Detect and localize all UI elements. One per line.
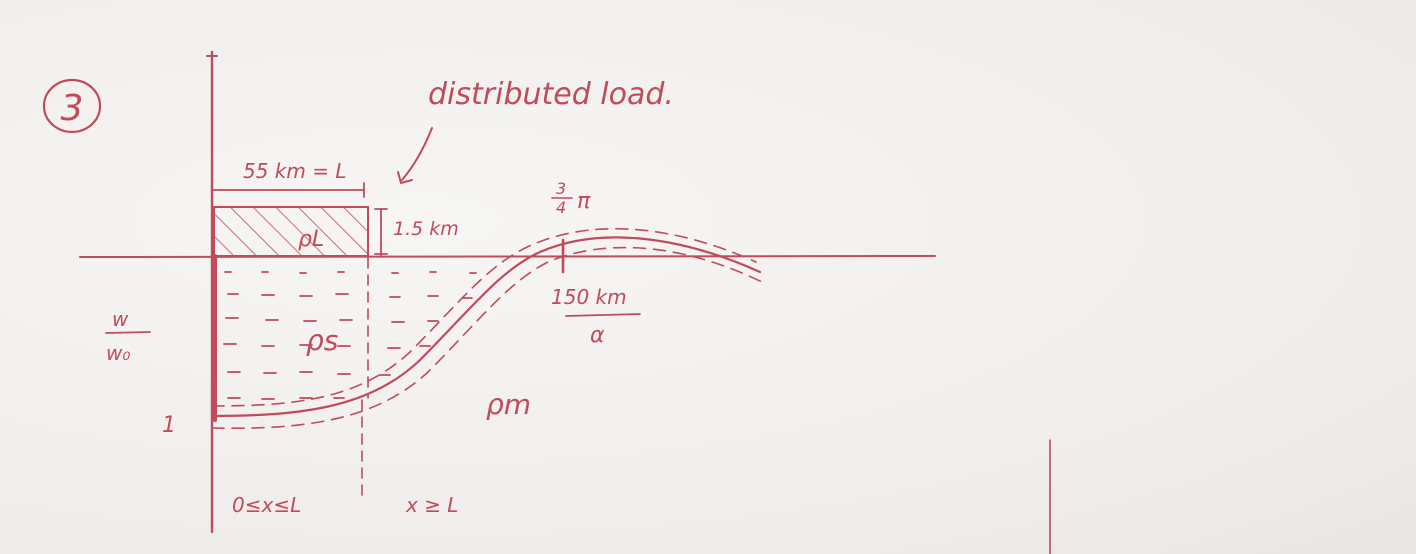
annotation-arrow bbox=[401, 127, 433, 181]
load-density-label: ρL bbox=[298, 227, 324, 252]
problem-number: 3 bbox=[61, 88, 84, 129]
annotation-arrowhead bbox=[397, 171, 413, 184]
y-tick-one: 1 bbox=[162, 413, 176, 438]
deflection-curve bbox=[210, 236, 762, 418]
y-label-denominator: w₀ bbox=[106, 341, 130, 365]
y-label-bar bbox=[105, 331, 151, 334]
flexural-parameter-bar bbox=[565, 313, 641, 317]
flexural-parameter-bottom: α bbox=[590, 323, 605, 348]
sediment-infill bbox=[223, 271, 477, 400]
peak-fraction-bottom: 4 bbox=[556, 198, 566, 217]
peak-fraction-top: 3 bbox=[556, 179, 566, 198]
flexural-parameter-top: 150 km bbox=[551, 285, 627, 309]
problem-number-badge: 3 bbox=[42, 78, 102, 134]
region-label-left: 0≤x≤L bbox=[232, 493, 301, 517]
peak-pi: π bbox=[577, 189, 591, 214]
crust-lower-dashed bbox=[211, 246, 767, 430]
sediment-density-label: ρs bbox=[306, 324, 338, 357]
ground-line bbox=[79, 255, 936, 258]
problem-circle bbox=[42, 78, 102, 134]
crust-upper-dashed bbox=[211, 227, 757, 407]
distributed-load-block bbox=[213, 206, 369, 257]
y-label-numerator: w bbox=[112, 307, 129, 331]
width-dimension-label: 55 km = L bbox=[243, 159, 347, 183]
height-dimension-label: 1.5 km bbox=[393, 218, 459, 240]
mantle-density-label: ρm bbox=[486, 388, 531, 421]
distributed-load-annotation: distributed load. bbox=[428, 77, 674, 112]
region-label-right: x ≥ L bbox=[405, 493, 458, 517]
